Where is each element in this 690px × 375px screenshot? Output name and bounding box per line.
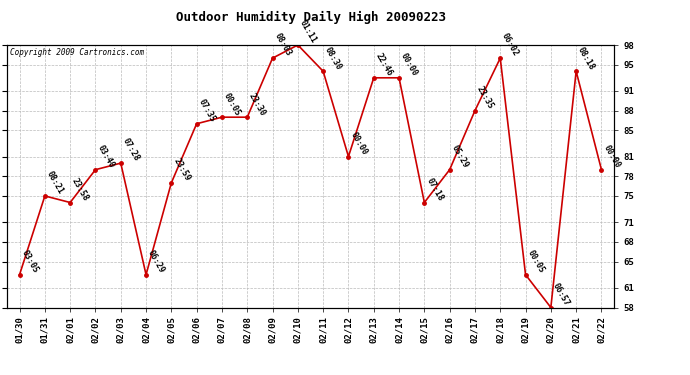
Text: 06:57: 06:57 — [551, 281, 571, 308]
Text: 00:05: 00:05 — [526, 249, 546, 274]
Text: 00:00: 00:00 — [602, 144, 622, 170]
Text: 00:00: 00:00 — [399, 52, 420, 78]
Text: 22:46: 22:46 — [374, 52, 394, 78]
Text: 07:18: 07:18 — [424, 176, 444, 203]
Text: 06:02: 06:02 — [500, 32, 520, 58]
Text: 03:40: 03:40 — [95, 144, 116, 170]
Text: 03:05: 03:05 — [19, 249, 40, 274]
Text: 06:29: 06:29 — [146, 249, 166, 274]
Text: 07:28: 07:28 — [121, 137, 141, 163]
Text: 08:30: 08:30 — [323, 45, 344, 71]
Text: 00:05: 00:05 — [222, 91, 242, 117]
Text: 23:59: 23:59 — [171, 157, 192, 183]
Text: 08:03: 08:03 — [273, 32, 293, 58]
Text: 01:11: 01:11 — [298, 19, 318, 45]
Text: 23:58: 23:58 — [70, 176, 90, 203]
Text: 07:35: 07:35 — [197, 98, 217, 124]
Text: 23:35: 23:35 — [475, 84, 495, 111]
Text: 00:00: 00:00 — [348, 130, 368, 157]
Text: 23:30: 23:30 — [247, 91, 268, 117]
Text: Copyright 2009 Cartronics.com: Copyright 2009 Cartronics.com — [10, 48, 144, 57]
Text: Outdoor Humidity Daily High 20090223: Outdoor Humidity Daily High 20090223 — [175, 11, 446, 24]
Text: 05:29: 05:29 — [450, 144, 470, 170]
Text: 08:18: 08:18 — [576, 45, 596, 71]
Text: 08:21: 08:21 — [45, 170, 65, 196]
